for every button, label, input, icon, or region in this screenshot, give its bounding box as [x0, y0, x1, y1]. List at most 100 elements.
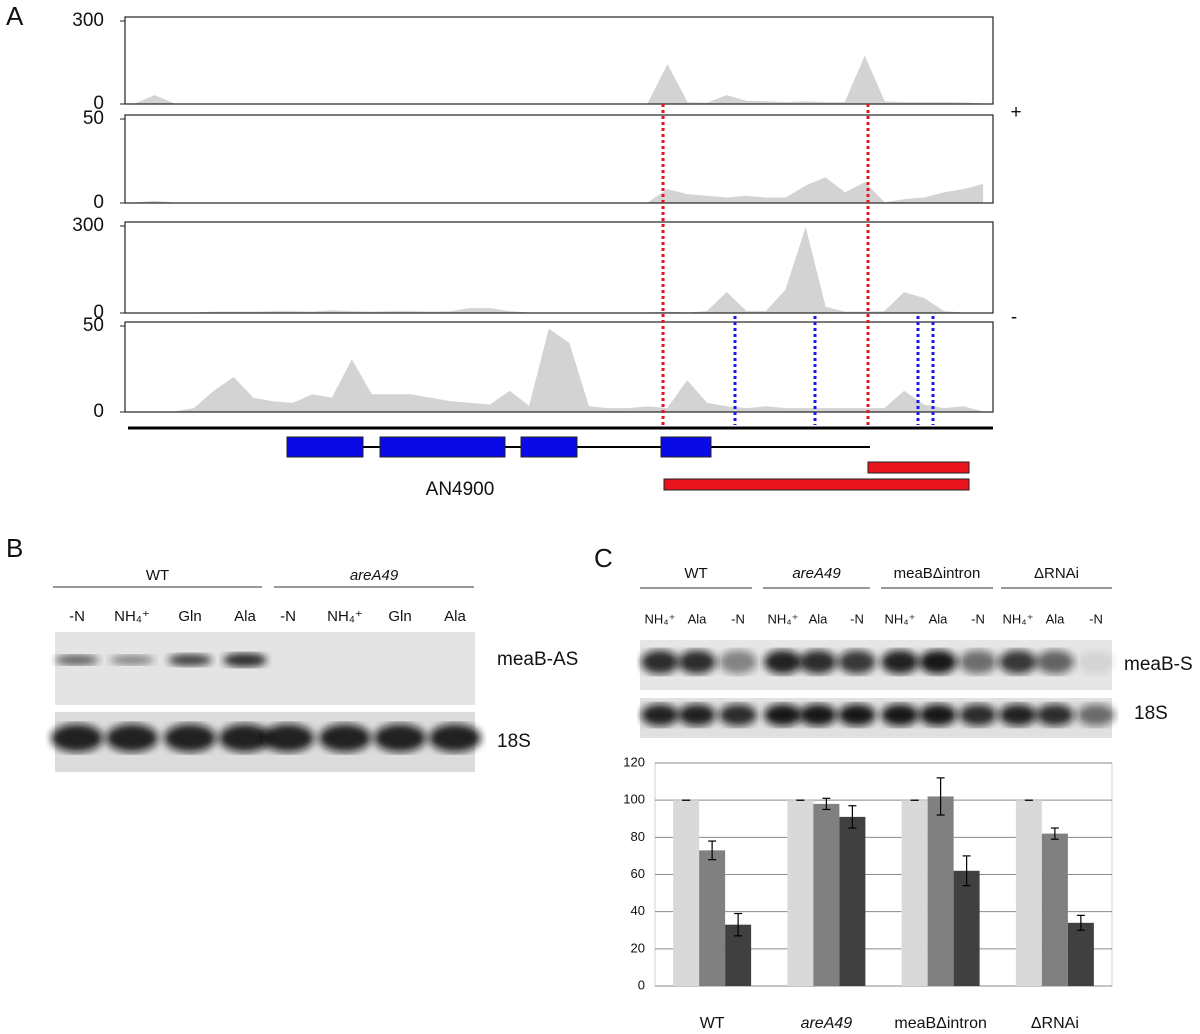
group-label: meaBΔintron	[894, 565, 981, 582]
band	[999, 704, 1037, 726]
y-tick-label: 40	[631, 903, 645, 918]
bar	[1041, 833, 1068, 986]
lane-label: Ala	[688, 611, 708, 626]
coverage-area	[134, 228, 984, 313]
bar	[839, 816, 866, 986]
lane-label: NH₄⁺	[885, 611, 916, 626]
strand-label: -	[1011, 307, 1017, 328]
strand-label: +	[1010, 102, 1021, 123]
coverage-area	[134, 329, 984, 412]
band	[799, 704, 837, 726]
band	[959, 704, 997, 726]
coverage-area	[134, 177, 984, 203]
y-tick-label: 50	[83, 108, 104, 129]
band	[1036, 650, 1074, 674]
band	[641, 650, 679, 674]
y-tick-label: 300	[72, 215, 104, 236]
track-frame	[124, 221, 994, 314]
bar	[813, 803, 840, 986]
blots: WT areA49 -N NH₄⁺ Gln Ala -N NH₄⁺ Gln Ala meaB-AS 1…	[51, 565, 1193, 772]
error-bar	[936, 777, 945, 816]
probe-label: meaB-AS	[497, 649, 578, 670]
lane-label: NH₄⁺	[327, 608, 363, 625]
gene-name: AN4900	[426, 479, 495, 500]
lane-label: Ala	[929, 611, 949, 626]
lane-label: Ala	[444, 608, 466, 625]
band	[1077, 650, 1115, 674]
y-tick-label: 120	[623, 754, 645, 769]
bar	[699, 850, 726, 986]
band	[881, 704, 919, 726]
lane-label: NH₄⁺	[114, 608, 150, 625]
error-bar	[1076, 914, 1085, 931]
bar	[787, 800, 814, 986]
band	[799, 650, 837, 674]
lane-label: Ala	[809, 611, 829, 626]
band	[959, 650, 997, 674]
error-bar	[1050, 827, 1059, 840]
track-frame	[124, 16, 994, 105]
band	[919, 704, 957, 726]
coverage-line	[134, 227, 984, 314]
track-frame	[124, 114, 994, 204]
probe-label: 18S	[1134, 703, 1168, 724]
panel-label: C	[594, 543, 613, 573]
band	[1036, 704, 1074, 726]
band	[164, 724, 216, 752]
error-bar	[962, 855, 971, 887]
band	[999, 650, 1037, 674]
lane-label: -N	[731, 611, 745, 626]
band	[764, 650, 802, 674]
y-tick-label: 300	[72, 10, 104, 31]
band	[168, 654, 212, 666]
band	[219, 724, 271, 752]
band	[319, 724, 371, 752]
band	[374, 724, 426, 752]
probe-label: 18S	[497, 731, 531, 752]
band	[881, 650, 919, 674]
probe-label: meaB-S	[1124, 654, 1193, 675]
lane-label: NH₄⁺	[645, 611, 676, 626]
panel-label: B	[6, 533, 23, 563]
lane-label: -N	[971, 611, 985, 626]
band	[223, 653, 267, 667]
panel-label: A	[6, 1, 24, 31]
y-tick-label: 20	[631, 940, 645, 955]
y-tick-label: 0	[638, 977, 645, 992]
lane-label: -N	[280, 608, 296, 625]
blot	[55, 632, 475, 705]
band	[838, 650, 876, 674]
y-tick-label: 0	[93, 302, 104, 323]
gene-model	[128, 104, 993, 491]
bar	[673, 800, 700, 986]
bar	[953, 870, 980, 986]
band	[55, 655, 99, 665]
lane-label: -N	[69, 608, 85, 625]
lane-label: NH₄⁺	[768, 611, 799, 626]
bar-chart: 0 20 40 60 80 100 120 WT areA49 meaBΔintron ΔRNAi	[623, 754, 1113, 1032]
lane-label: -N	[1089, 611, 1103, 626]
band	[678, 650, 716, 674]
band	[719, 650, 757, 674]
bar	[1067, 922, 1094, 986]
band	[719, 704, 757, 726]
lane-label: NH₄⁺	[1003, 611, 1034, 626]
y-tick-label: 60	[631, 866, 645, 881]
y-tick-label: 100	[623, 792, 645, 807]
band	[110, 655, 154, 665]
lane-label: Ala	[1046, 611, 1066, 626]
y-tick-label: 0	[93, 401, 104, 422]
band	[641, 704, 679, 726]
group-label: WT	[146, 567, 169, 584]
bar	[1015, 800, 1042, 986]
y-tick-label: 80	[631, 829, 645, 844]
lane-label: Gln	[388, 608, 411, 625]
error-bar	[822, 797, 831, 811]
band	[678, 704, 716, 726]
lane-label: -N	[850, 611, 864, 626]
x-tick-label: WT	[700, 1015, 725, 1032]
band	[764, 704, 802, 726]
bar	[901, 800, 928, 986]
x-tick-label: areA49	[801, 1015, 853, 1032]
x-tick-label: meaBΔintron	[894, 1015, 987, 1032]
